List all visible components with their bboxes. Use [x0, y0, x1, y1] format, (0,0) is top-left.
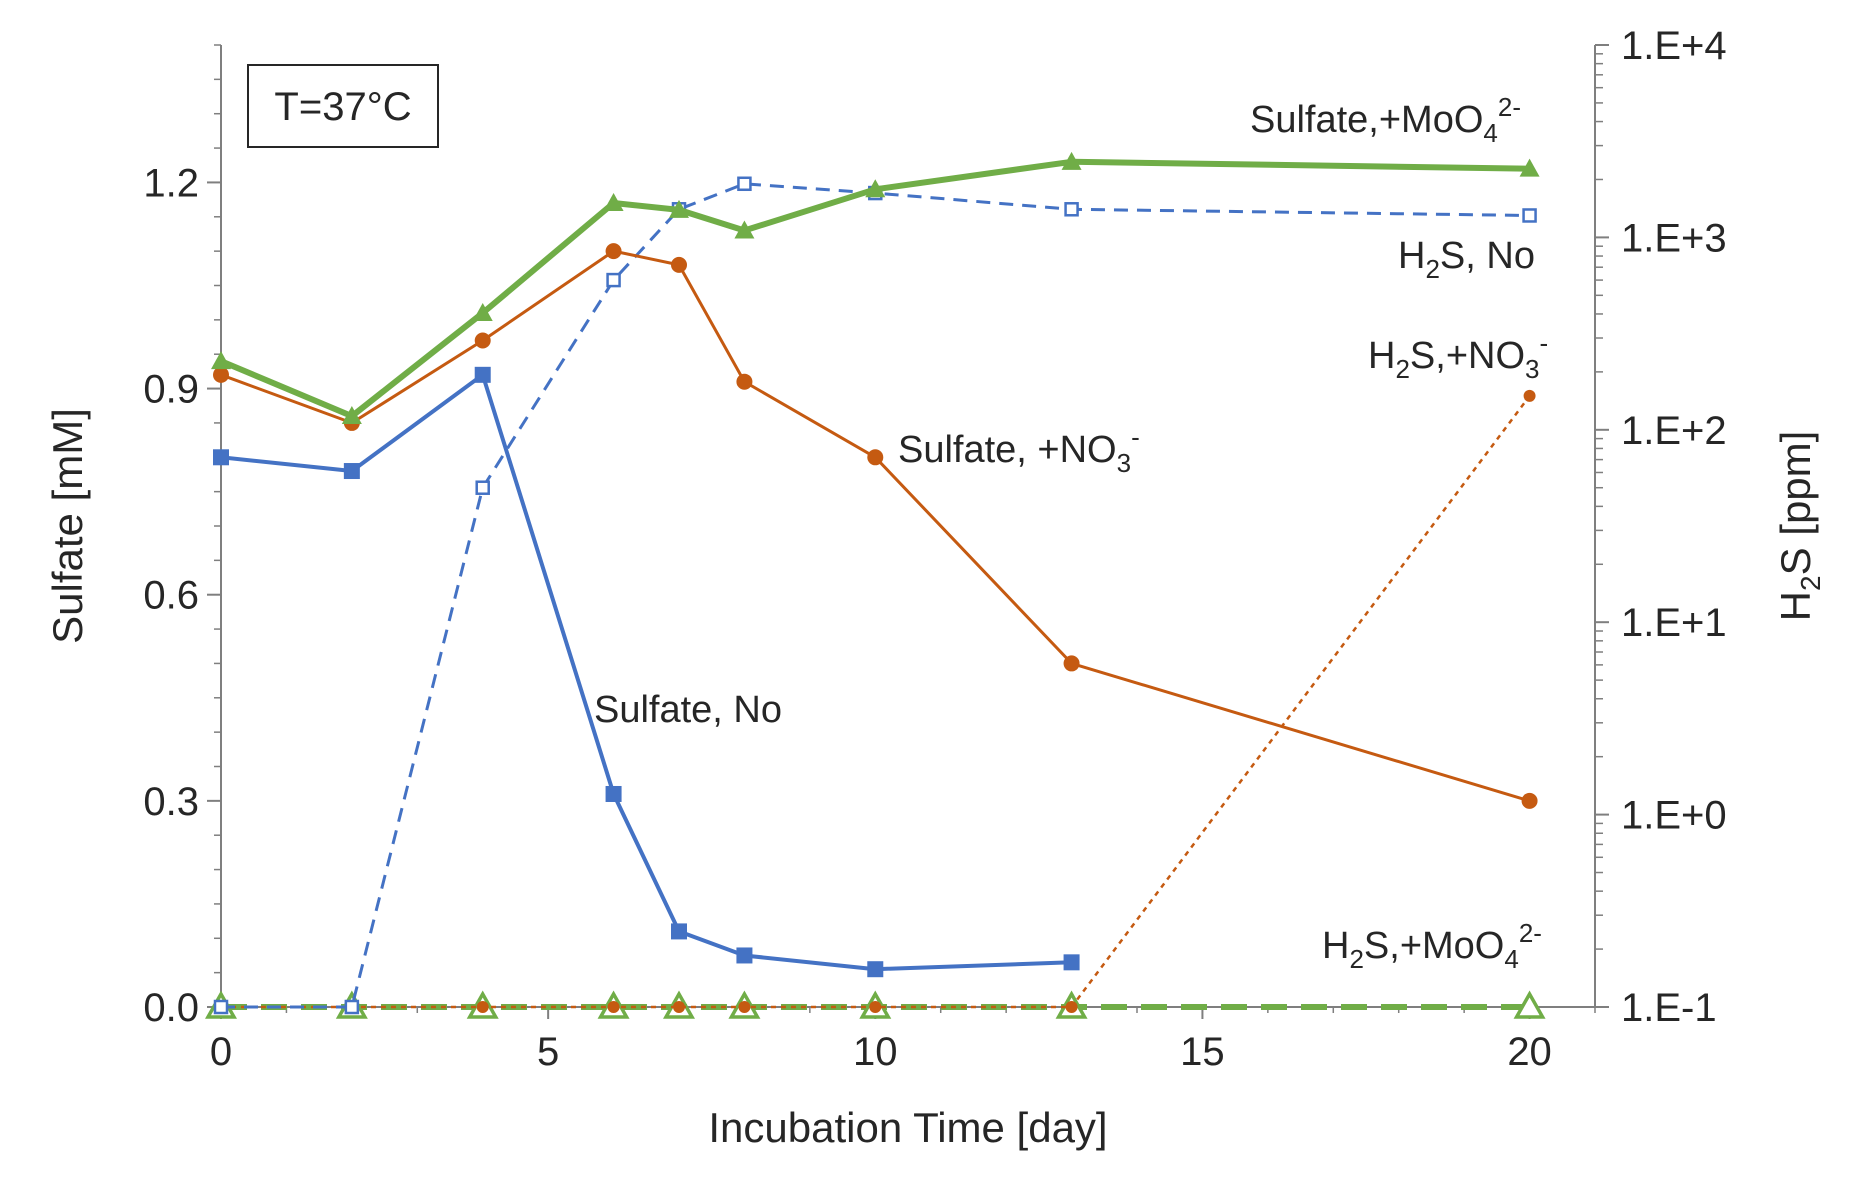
series-point-0 — [343, 463, 360, 480]
x-tick-label: 10 — [853, 1030, 898, 1074]
series-point-3 — [475, 480, 490, 495]
series-point-3 — [213, 999, 229, 1015]
series-point-2 — [341, 406, 362, 425]
temperature-label: T=37°C — [274, 85, 411, 129]
series-point-1 — [605, 243, 622, 260]
y2-tick-label: 1.E+4 — [1621, 24, 1727, 68]
series-point-4 — [607, 1001, 620, 1013]
series-point-0 — [474, 366, 491, 383]
series-point-2 — [1519, 158, 1540, 177]
series-point-2 — [472, 302, 493, 321]
series-point-2 — [865, 179, 886, 198]
series-point-2 — [603, 193, 624, 212]
series-point-1 — [671, 256, 687, 273]
series-line-4 — [221, 395, 1531, 1009]
x-axis-title: Incubation Time [day] — [708, 1104, 1107, 1151]
annotation-sulfate-no: Sulfate, No — [594, 689, 782, 731]
series-point-1 — [213, 366, 229, 383]
series-point-1 — [1521, 792, 1538, 809]
series-point-4 — [738, 1001, 751, 1013]
series-point-3 — [1064, 202, 1079, 217]
axis-ticks — [207, 44, 1609, 1019]
series-point-3 — [737, 176, 752, 192]
series-point-3 — [606, 272, 621, 288]
y-tick-label: 0.6 — [143, 574, 199, 618]
series-point-4 — [869, 1001, 882, 1013]
annotation-h2s-no3: H2S,+NO3- — [1368, 328, 1548, 384]
series-point-5 — [1513, 990, 1546, 1019]
series-point-2 — [211, 351, 231, 370]
y-tick-label: 0.0 — [143, 986, 199, 1030]
series-point-4 — [1523, 389, 1536, 402]
series-point-3 — [1522, 208, 1537, 223]
series-point-0 — [671, 923, 687, 940]
y-tick-label: 1.2 — [143, 161, 199, 205]
series-point-1 — [867, 449, 884, 466]
x-tick-label: 0 — [210, 1030, 232, 1074]
x-tick-label: 15 — [1180, 1030, 1225, 1074]
series-layer — [205, 151, 1546, 1019]
series-point-1 — [1063, 655, 1080, 672]
series-line-1 — [220, 249, 1531, 803]
series-point-2 — [669, 199, 689, 218]
y2-tick-label: 1.E+0 — [1621, 794, 1727, 838]
annotation-sulfate-mo: Sulfate,+MoO42- — [1250, 92, 1521, 148]
y2-tick-label: 1.E+1 — [1621, 601, 1727, 645]
x-tick-label: 20 — [1507, 1030, 1552, 1074]
x-tick-label: 5 — [537, 1030, 559, 1074]
y2-axis-title: H2S [ppm] — [1772, 431, 1826, 622]
series-point-2 — [1061, 151, 1082, 170]
series-point-4 — [673, 1001, 685, 1013]
y-axis-title: Sulfate [mM] — [44, 408, 91, 644]
annotation-h2s-mo: H2S,+MoO42- — [1322, 918, 1542, 974]
temperature-box — [247, 64, 439, 148]
series-point-0 — [736, 947, 753, 964]
series-point-3 — [344, 999, 360, 1015]
series-point-1 — [736, 373, 753, 390]
y2-tick-label: 1.E+3 — [1621, 216, 1727, 260]
series-line-3 — [221, 182, 1530, 1009]
y-tick-label: 0.9 — [143, 368, 199, 412]
annotation-sulfate-no3: Sulfate, +NO3- — [898, 422, 1140, 478]
y2-tick-label: 1.E+2 — [1621, 409, 1727, 453]
series-point-2 — [734, 220, 755, 239]
series-point-0 — [605, 785, 622, 802]
series-point-0 — [867, 961, 884, 978]
y-tick-label: 0.3 — [143, 780, 199, 824]
series-point-4 — [476, 1001, 489, 1013]
series-point-0 — [213, 449, 229, 466]
series-point-4 — [1065, 1001, 1078, 1013]
annotation-h2s-no: H2S, No — [1398, 235, 1535, 284]
series-line-0 — [220, 372, 1072, 972]
series-point-1 — [474, 332, 491, 349]
axis-tick-labels: 0 5 10 15 20 0.0 0.3 0.6 0.9 1.2 1.E-1 1.E+0 1.E+1 1.… — [143, 24, 1726, 1074]
series-point-0 — [1063, 954, 1080, 971]
y2-tick-label: 1.E-1 — [1621, 986, 1717, 1030]
